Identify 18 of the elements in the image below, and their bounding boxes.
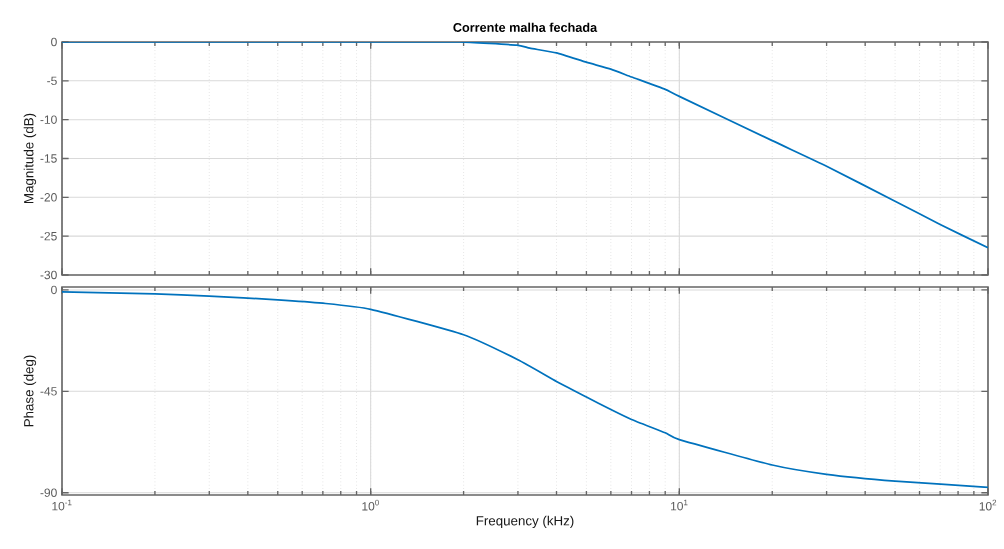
y-tick-label: 0 [51, 37, 57, 47]
y-tick-label: -5 [47, 76, 57, 86]
y-tick-label: 0 [51, 285, 57, 295]
y-tick-label: -10 [40, 115, 57, 124]
y-axis-title: Phase (deg) [23, 355, 37, 427]
x-tick-label: 10$^{1}$ [671, 499, 688, 511]
y-tick-label: -25 [40, 231, 57, 241]
x-axis-title: Frequency (kHz) [476, 515, 574, 529]
chart-title: Corrente malha fechada [453, 22, 598, 32]
x-tick-label: 10$^{-1}$ [52, 499, 72, 511]
y-tick-label: -30 [40, 270, 57, 280]
y-tick-label: -20 [40, 193, 57, 202]
x-tick-label: 10$^{2}$ [979, 499, 997, 511]
x-tick-label: 10$^{0}$ [362, 499, 379, 511]
y-tick-label: -90 [40, 488, 57, 497]
y-tick-label: -15 [40, 154, 57, 163]
y-axis-title: Magnitude (dB) [23, 113, 37, 203]
y-tick-label: -45 [40, 387, 57, 396]
